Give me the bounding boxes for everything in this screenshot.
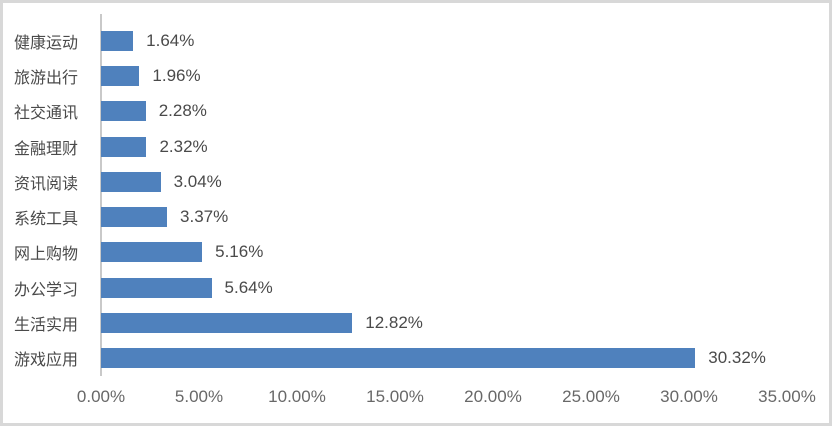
chart-row: 资讯阅读 3.04%: [3, 164, 787, 199]
value-label: 5.16%: [215, 242, 264, 262]
bar-track: 5.16%: [101, 235, 787, 270]
bar: [101, 65, 140, 86]
bar-track: 1.96%: [101, 58, 787, 93]
bar-track: 1.64%: [101, 23, 787, 58]
category-label: 资讯阅读: [14, 175, 79, 193]
x-tick-label: 10.00%: [268, 387, 326, 406]
chart-row: 社交通讯 2.28%: [3, 94, 787, 129]
x-tick-label: 15.00%: [366, 387, 424, 406]
x-axis: 0.00% 5.00% 10.00% 15.00% 20.00% 25.00% 30.00%…: [3, 387, 829, 409]
x-tick-label: 20.00%: [464, 387, 522, 406]
chart-row: 游戏应用 30.32%: [3, 341, 787, 376]
value-label: 5.64%: [224, 277, 273, 297]
value-label: 1.64%: [146, 30, 195, 50]
bar: [101, 207, 168, 228]
bar-track: 2.28%: [101, 94, 787, 129]
bar: [101, 101, 146, 122]
chart-row: 网上购物 5.16%: [3, 235, 787, 270]
chart-row: 办公学习 5.64%: [3, 270, 787, 305]
bar-track: 3.04%: [101, 164, 787, 199]
category-label: 办公学习: [14, 281, 79, 299]
x-tick-label: 30.00%: [660, 387, 718, 406]
category-label: 旅游出行: [14, 69, 79, 87]
bar-track: 12.82%: [101, 305, 787, 340]
chart-row: 旅游出行 1.96%: [3, 58, 787, 93]
bar: [101, 242, 203, 263]
category-label: 游戏应用: [14, 352, 79, 370]
category-label: 网上购物: [14, 246, 79, 264]
x-tick-label: 5.00%: [174, 387, 224, 406]
value-label: 2.32%: [159, 136, 208, 156]
bar: [101, 348, 696, 369]
bar-track: 3.37%: [101, 199, 787, 234]
chart-row: 健康运动 1.64%: [3, 23, 787, 58]
bar: [101, 136, 147, 157]
x-tick-label: 25.00%: [562, 387, 620, 406]
bar-track: 5.64%: [101, 270, 787, 305]
value-label: 1.96%: [152, 65, 201, 85]
category-label: 健康运动: [14, 34, 79, 52]
category-label: 金融理财: [14, 140, 79, 158]
bar-track: 30.32%: [101, 341, 787, 376]
x-tick-label: 35.00%: [758, 387, 816, 406]
y-axis-line: [100, 14, 102, 376]
bar-track: 2.32%: [101, 129, 787, 164]
value-label: 30.32%: [708, 348, 766, 368]
value-label: 12.82%: [365, 313, 423, 333]
bar: [101, 277, 212, 298]
category-label: 社交通讯: [14, 105, 79, 123]
category-label: 系统工具: [14, 211, 79, 229]
plot-area: 健康运动 1.64% 旅游出行 1.96% 社交通讯 2.28% 金融理财 2.32% 资讯阅读…: [3, 23, 787, 376]
value-label: 2.28%: [158, 101, 207, 121]
chart-row: 金融理财 2.32%: [3, 129, 787, 164]
chart-row: 系统工具 3.37%: [3, 199, 787, 234]
value-label: 3.37%: [180, 207, 229, 227]
bar: [101, 30, 134, 51]
x-tick-label: 0.00%: [76, 387, 126, 406]
bar: [101, 171, 161, 192]
bar: [101, 313, 353, 334]
value-label: 3.04%: [173, 171, 222, 191]
category-label: 生活实用: [14, 317, 79, 335]
chart-row: 生活实用 12.82%: [3, 305, 787, 340]
